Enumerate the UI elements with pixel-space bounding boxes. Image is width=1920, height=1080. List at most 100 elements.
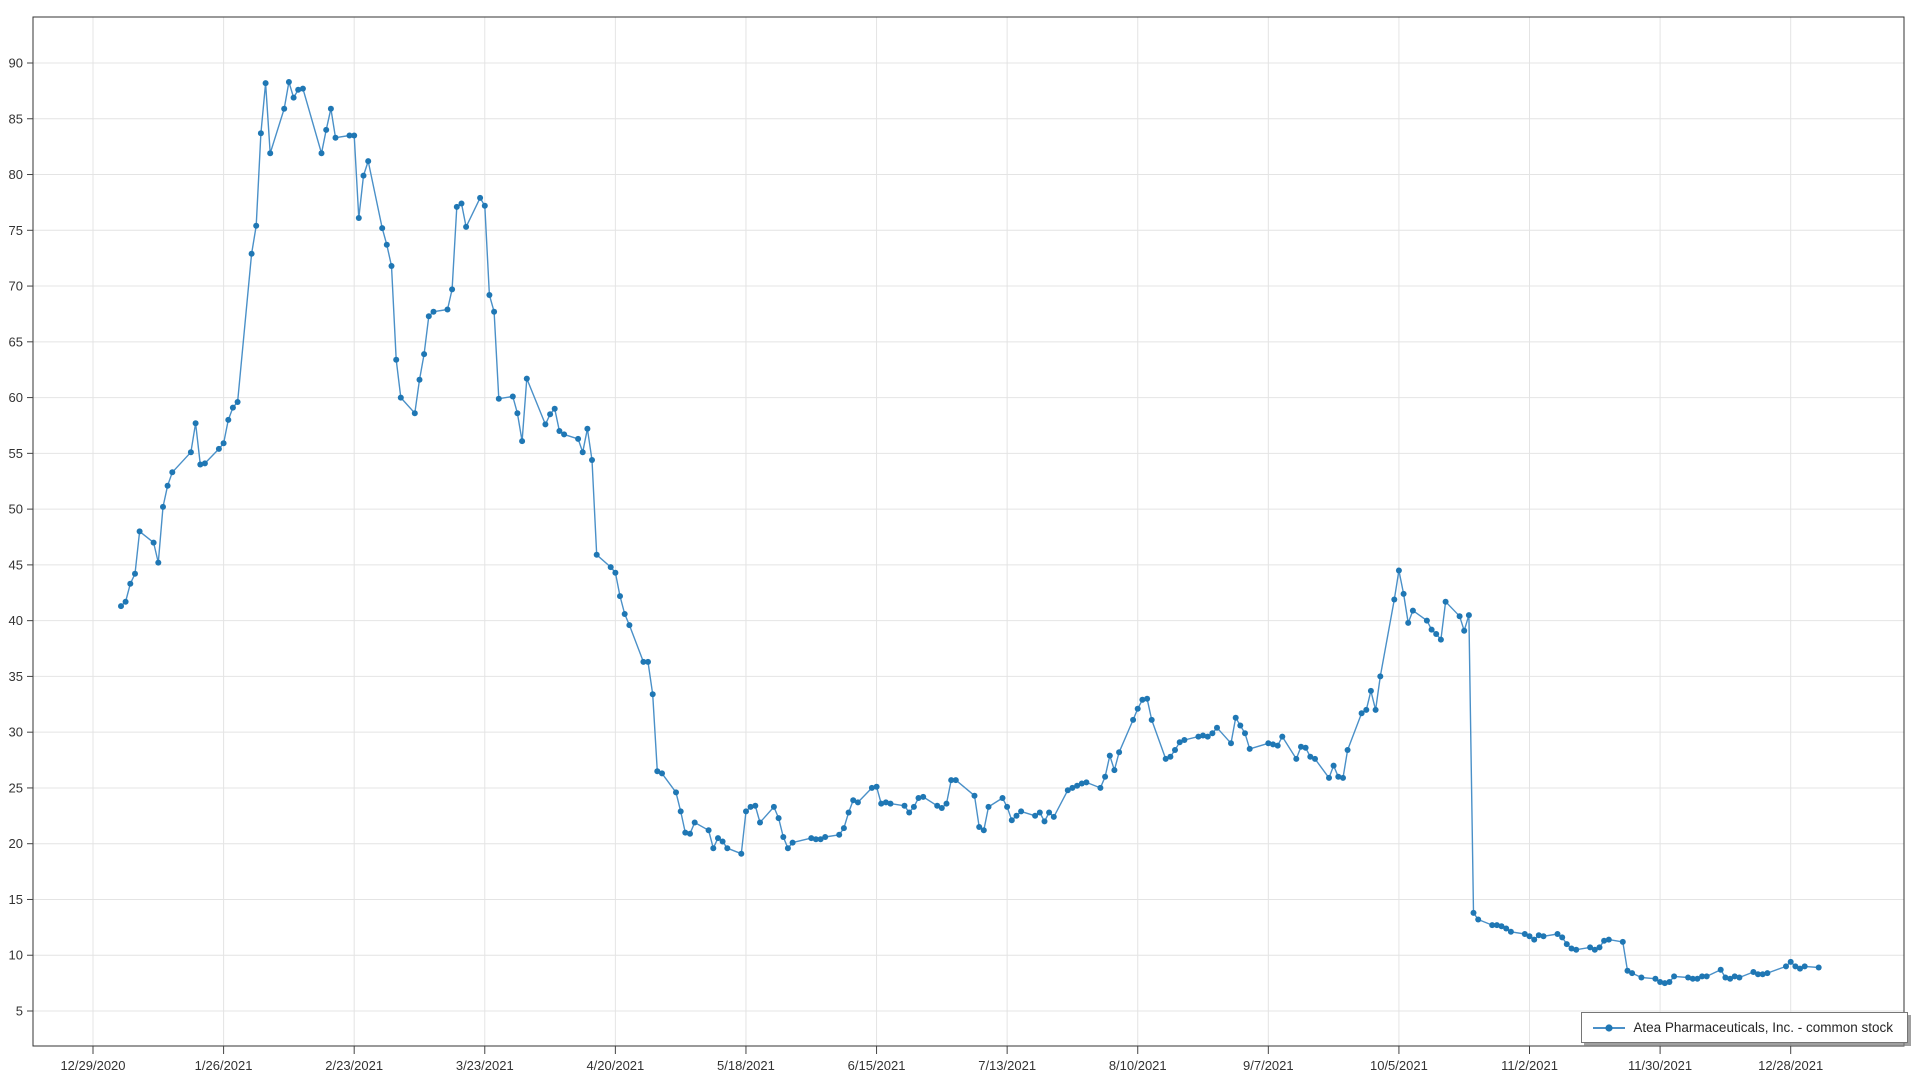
data-point (1139, 696, 1146, 703)
data-point (715, 835, 721, 842)
data-point (677, 808, 684, 815)
data-point (1111, 767, 1118, 774)
data-point (346, 132, 353, 139)
data-point (901, 802, 908, 809)
data-point (1792, 963, 1799, 970)
data-point (1167, 753, 1174, 760)
data-point (411, 410, 418, 417)
data-point (705, 827, 712, 834)
data-point (1601, 937, 1608, 944)
data-point (621, 611, 628, 617)
data-point (491, 308, 498, 315)
data-point (836, 831, 843, 838)
data-point-markers (118, 79, 1822, 987)
data-point (332, 134, 339, 141)
data-point (1312, 755, 1318, 762)
data-point (738, 850, 745, 857)
data-point (687, 830, 693, 837)
data-point (934, 802, 941, 809)
data-point (169, 469, 176, 476)
data-point (132, 570, 138, 577)
data-point (1797, 965, 1803, 972)
y-axis-label: 5 (16, 1004, 23, 1019)
y-axis-labels: 5 10 15 20 25 30 35 40 45 50 55 60 65 70 75 80 85 90 (9, 55, 23, 1018)
data-point (1736, 974, 1743, 981)
y-axis-label: 80 (9, 167, 23, 182)
data-point (948, 777, 955, 784)
data-point (234, 399, 241, 405)
data-point (201, 460, 208, 467)
data-point (1181, 737, 1188, 743)
data-point (1717, 966, 1724, 973)
legend[interactable]: Atea Pharmaceuticals, Inc. - common stoc… (1581, 1012, 1908, 1043)
y-axis-label: 55 (9, 446, 23, 461)
data-point (1815, 964, 1822, 971)
data-point (1148, 716, 1155, 723)
data-point (1013, 812, 1020, 819)
data-point (1302, 744, 1309, 751)
data-point (1270, 741, 1276, 748)
data-point (187, 449, 194, 456)
data-point (1465, 612, 1472, 619)
data-point (1657, 979, 1664, 985)
y-axis-label: 35 (9, 669, 23, 684)
data-point (1162, 755, 1169, 762)
data-point (808, 835, 815, 842)
data-point (1064, 787, 1071, 794)
data-point (365, 158, 372, 165)
y-axis-label: 15 (9, 892, 23, 907)
data-point (1531, 936, 1538, 943)
data-point (556, 428, 563, 434)
data-point (645, 658, 651, 665)
data-point (1540, 933, 1547, 940)
data-point (1293, 755, 1300, 762)
y-axis-label: 50 (9, 502, 23, 517)
data-point (1391, 596, 1398, 603)
data-point (1195, 733, 1202, 740)
y-axis-label: 10 (9, 948, 23, 963)
data-point (1307, 753, 1314, 760)
data-point (477, 194, 484, 201)
data-point (257, 130, 264, 137)
data-point (1074, 782, 1081, 789)
data-point (262, 80, 269, 87)
x-axis-label: 12/29/2020 (60, 1058, 125, 1073)
data-point (845, 809, 852, 816)
data-point (160, 503, 166, 510)
data-point (547, 411, 554, 418)
data-point (383, 241, 390, 248)
data-point (1605, 936, 1612, 943)
data-point (1554, 931, 1561, 937)
data-point (1344, 747, 1351, 753)
data-point (812, 836, 819, 843)
data-point (1279, 733, 1286, 740)
x-axis-label: 8/10/2021 (1109, 1058, 1167, 1073)
data-point (444, 306, 451, 313)
data-point (1274, 742, 1281, 749)
data-point (910, 803, 917, 810)
data-point (416, 376, 423, 383)
data-point (1456, 613, 1463, 620)
data-point (229, 404, 236, 411)
data-point (1265, 740, 1272, 747)
data-point (253, 222, 260, 229)
x-axis-label: 1/26/2021 (195, 1058, 253, 1073)
data-point (593, 551, 600, 558)
data-point (136, 528, 143, 535)
data-point (248, 250, 255, 257)
data-point (1078, 780, 1085, 787)
data-point (1340, 774, 1346, 781)
data-point (1619, 938, 1626, 945)
data-point (817, 836, 824, 843)
data-point (327, 105, 334, 112)
data-point (1475, 916, 1482, 923)
data-point (1004, 803, 1011, 810)
data-point (1144, 695, 1151, 702)
data-point (225, 416, 232, 423)
data-point (1503, 925, 1510, 932)
data-point (938, 805, 945, 811)
data-point (1036, 809, 1043, 816)
data-point (523, 375, 530, 382)
data-point (1433, 631, 1440, 637)
